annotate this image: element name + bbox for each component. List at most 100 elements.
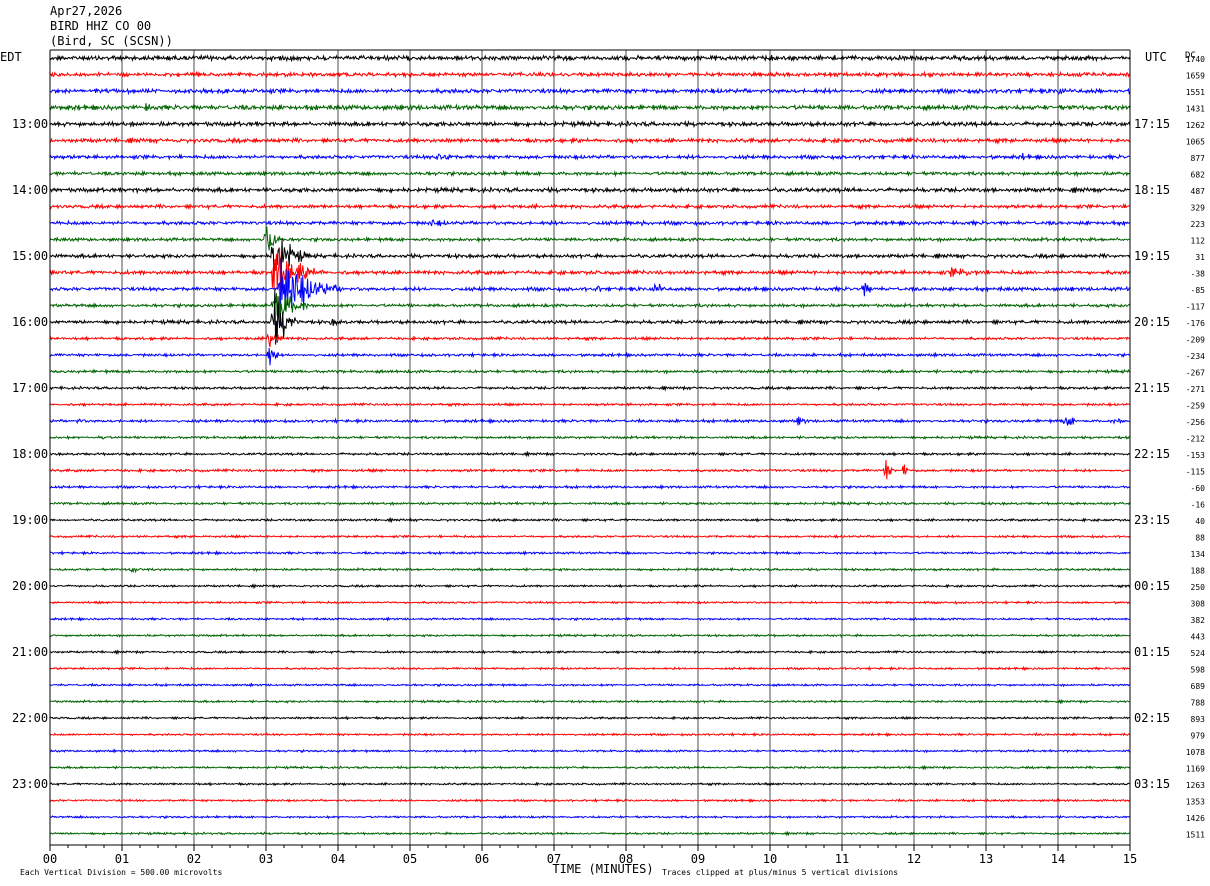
trace-row-32 — [49, 583, 1131, 589]
dc-value: -259 — [1186, 402, 1205, 411]
trace-row-11 — [49, 226, 1131, 251]
right-hour-label: 23:15 — [1134, 513, 1170, 527]
trace-row-37 — [49, 665, 1131, 672]
dc-value: 893 — [1191, 715, 1206, 724]
dc-value: -212 — [1186, 435, 1205, 444]
dc-value: 1551 — [1186, 88, 1205, 97]
trace-row-4 — [49, 119, 1131, 129]
trace-row-2 — [49, 86, 1131, 96]
trace-row-40 — [49, 715, 1131, 721]
trace-row-35 — [49, 633, 1131, 638]
dc-value: -115 — [1186, 468, 1205, 477]
trace-row-29 — [49, 533, 1131, 539]
trace-row-0 — [49, 53, 1131, 63]
dc-value: 329 — [1191, 204, 1206, 213]
trace-row-8 — [49, 185, 1131, 195]
dc-value: -60 — [1191, 484, 1206, 493]
right-hour-label: 03:15 — [1134, 777, 1170, 791]
dc-value: 487 — [1191, 187, 1206, 196]
dc-value: 1262 — [1186, 121, 1205, 130]
left-hour-label: 17:00 — [12, 381, 48, 395]
minute-gridlines — [121, 50, 1059, 845]
dc-value: -153 — [1186, 451, 1205, 460]
dc-value: -117 — [1186, 303, 1205, 312]
dc-value: 689 — [1191, 682, 1206, 691]
dc-value: -267 — [1186, 369, 1205, 378]
x-tick-label-05: 05 — [403, 852, 417, 866]
left-hour-label: 19:00 — [12, 513, 48, 527]
dc-value: -271 — [1186, 385, 1205, 394]
dc-value: 1169 — [1186, 765, 1205, 774]
dc-value: 31 — [1195, 253, 1205, 262]
left-timezone-label: EDT — [0, 50, 22, 64]
x-tick-label-09: 09 — [691, 852, 705, 866]
header-station: BIRD HHZ CO 00 — [50, 19, 152, 33]
right-hour-label: 20:15 — [1134, 315, 1170, 329]
header-location: (Bird, SC (SCSN)) — [50, 34, 173, 48]
dc-value: 1659 — [1186, 72, 1205, 81]
trace-row-19 — [49, 368, 1131, 375]
trace-row-18 — [49, 348, 1131, 366]
trace-row-36 — [50, 649, 1131, 655]
dc-value: 250 — [1191, 583, 1206, 592]
x-tick-label-03: 03 — [259, 852, 273, 866]
right-timezone-label: UTC — [1145, 50, 1167, 64]
x-tick-label-11: 11 — [835, 852, 849, 866]
right-hour-label: 00:15 — [1134, 579, 1170, 593]
dc-value: 1263 — [1186, 781, 1205, 790]
trace-row-6 — [49, 152, 1131, 161]
dc-value: -256 — [1186, 418, 1205, 427]
trace-row-25 — [49, 459, 1131, 480]
dc-value: 1740 — [1186, 55, 1205, 64]
right-hour-label: 18:15 — [1134, 183, 1170, 197]
dc-value: 1353 — [1186, 798, 1205, 807]
x-tick-label-07: 07 — [547, 852, 561, 866]
axis-labels: 00 01 02 03 04 05 06 07 08 09 10 11 12 13 14 15 EDT UTC DC… — [0, 50, 1205, 877]
trace-row-46 — [49, 814, 1131, 820]
trace-row-34 — [49, 616, 1131, 622]
dc-value: -85 — [1191, 286, 1206, 295]
right-hour-label: 17:15 — [1134, 117, 1170, 131]
x-tick-label-08: 08 — [619, 852, 633, 866]
trace-row-27 — [49, 500, 1131, 507]
dc-value: -234 — [1186, 352, 1205, 361]
x-tick-label-06: 06 — [475, 852, 489, 866]
trace-row-24 — [50, 450, 1131, 458]
dc-value: 979 — [1191, 732, 1206, 741]
trace-row-15 — [49, 293, 1131, 318]
trace-row-45 — [49, 797, 1131, 804]
dc-value: 1511 — [1186, 831, 1205, 840]
footer-clip-note: Traces clipped at plus/minus 5 vertical … — [662, 868, 898, 877]
dc-value: 134 — [1191, 550, 1206, 559]
dc-value: -16 — [1191, 501, 1206, 510]
dc-value: 877 — [1191, 154, 1206, 163]
dc-value: 188 — [1191, 567, 1206, 576]
trace-row-17 — [49, 333, 1131, 348]
dc-value: 1078 — [1186, 748, 1205, 757]
footer-scale-note: Each Vertical Division = 500.00 microvol… — [20, 868, 222, 877]
left-hour-label: 15:00 — [12, 249, 48, 263]
trace-row-33 — [49, 599, 1131, 606]
left-hour-label: 18:00 — [12, 447, 48, 461]
trace-row-10 — [49, 219, 1131, 227]
x-tick-label-01: 01 — [115, 852, 129, 866]
trace-row-38 — [49, 682, 1130, 688]
x-tick-label-15: 15 — [1123, 852, 1137, 866]
dc-value: -176 — [1186, 319, 1205, 328]
dc-value: -38 — [1191, 270, 1206, 279]
trace-row-13 — [49, 247, 1131, 293]
trace-row-9 — [49, 202, 1131, 211]
x-tick-label-02: 02 — [187, 852, 201, 866]
trace-row-22 — [49, 416, 1131, 426]
left-hour-label: 23:00 — [12, 777, 48, 791]
dc-value: 443 — [1191, 633, 1206, 642]
trace-row-16 — [49, 289, 1131, 345]
dc-value: 40 — [1195, 517, 1205, 526]
dc-value: 382 — [1191, 616, 1206, 625]
x-tick-label-04: 04 — [331, 852, 345, 866]
header-date: Apr27,2026 — [50, 4, 123, 18]
left-hour-label: 16:00 — [12, 315, 48, 329]
trace-row-43 — [49, 764, 1131, 771]
x-tick-label-00: 00 — [43, 852, 57, 866]
